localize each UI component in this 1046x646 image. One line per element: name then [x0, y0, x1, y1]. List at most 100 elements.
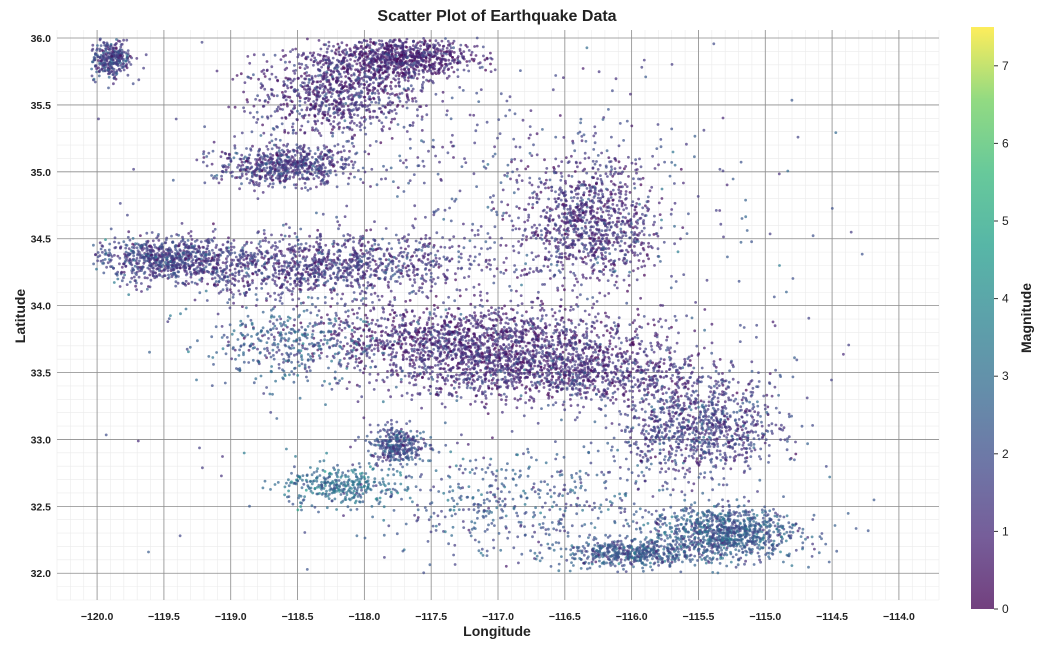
scatter-point [484, 367, 487, 370]
scatter-point [363, 245, 366, 248]
scatter-point [341, 293, 344, 296]
scatter-point [405, 342, 408, 345]
scatter-point [555, 390, 558, 393]
scatter-point [469, 356, 472, 359]
scatter-point [466, 386, 469, 389]
scatter-point [437, 364, 440, 367]
scatter-point [293, 253, 296, 256]
scatter-point [459, 342, 462, 345]
scatter-point [563, 377, 566, 380]
scatter-point [418, 316, 421, 319]
scatter-point [279, 296, 282, 299]
scatter-point [521, 314, 524, 317]
scatter-point [411, 284, 414, 287]
scatter-point [571, 358, 574, 361]
scatter-point [133, 259, 136, 262]
scatter-point [515, 335, 518, 338]
scatter-point [576, 404, 579, 407]
scatter-point [490, 382, 493, 385]
scatter-point [297, 272, 300, 275]
scatter-point [482, 392, 485, 395]
scatter-point [493, 348, 496, 351]
scatter-point [349, 345, 352, 348]
scatter-point [242, 258, 245, 261]
scatter-point [455, 373, 458, 376]
scatter-point [359, 369, 362, 372]
scatter-point [315, 241, 318, 244]
scatter-point [383, 347, 386, 350]
scatter-point [557, 384, 560, 387]
scatter-point [211, 257, 214, 260]
scatter-point [245, 271, 248, 274]
scatter-point [500, 398, 503, 401]
scatter-point [590, 356, 593, 359]
scatter-point [336, 273, 339, 276]
scatter-point [116, 278, 119, 281]
scatter-point [491, 362, 494, 365]
scatter-point [444, 362, 447, 365]
scatter-point [492, 282, 495, 285]
scatter-point [347, 274, 350, 277]
scatter-point [719, 358, 722, 361]
scatter-point [309, 245, 312, 248]
scatter-point [360, 347, 363, 350]
scatter-point [373, 243, 376, 246]
scatter-point [559, 305, 562, 308]
scatter-point [437, 323, 440, 326]
scatter-point [534, 373, 537, 376]
scatter-point [650, 345, 653, 348]
scatter-point [393, 296, 396, 299]
scatter-point [341, 329, 344, 332]
scatter-point [568, 380, 571, 383]
scatter-point [378, 299, 381, 302]
scatter-point [487, 309, 490, 312]
scatter-point [291, 298, 294, 301]
scatter-point [440, 351, 443, 354]
scatter-point [284, 235, 287, 238]
scatter-point [430, 342, 433, 345]
scatter-point [413, 274, 416, 277]
scatter-point [555, 348, 558, 351]
scatter-point [429, 338, 432, 341]
scatter-point [194, 299, 197, 302]
scatter-point [430, 285, 433, 288]
scatter-point [673, 350, 676, 353]
scatter-point [364, 314, 367, 317]
scatter-point [191, 238, 194, 241]
scatter-point [344, 246, 347, 249]
scatter-point [297, 250, 300, 253]
scatter-point [585, 323, 588, 326]
scatter-point [418, 241, 421, 244]
scatter-point [507, 385, 510, 388]
scatter-point [213, 259, 216, 262]
scatter-point [603, 369, 606, 372]
scatter-point [486, 355, 489, 358]
scatter-point [274, 298, 277, 301]
scatter-point [615, 398, 618, 401]
scatter-point [337, 257, 340, 260]
scatter-point [524, 391, 527, 394]
scatter-point [416, 373, 419, 376]
scatter-point [338, 254, 341, 257]
scatter-point [459, 325, 462, 328]
scatter-point [175, 275, 178, 278]
scatter-point [541, 379, 544, 382]
scatter-point [499, 322, 502, 325]
scatter-point [481, 305, 484, 308]
scatter-point [319, 238, 322, 241]
scatter-point [365, 287, 368, 290]
scatter-point [241, 277, 244, 280]
scatter-point [219, 254, 222, 257]
scatter-point [534, 333, 537, 336]
scatter-point [627, 370, 630, 373]
scatter-point [460, 396, 463, 399]
scatter-point [400, 381, 403, 384]
scatter-point [287, 265, 290, 268]
scatter-point [536, 326, 539, 329]
scatter-point [460, 267, 463, 270]
scatter-point [407, 245, 410, 248]
scatter-point [151, 255, 154, 258]
scatter-point [401, 275, 404, 278]
scatter-point [365, 262, 368, 265]
scatter-point [264, 237, 267, 240]
